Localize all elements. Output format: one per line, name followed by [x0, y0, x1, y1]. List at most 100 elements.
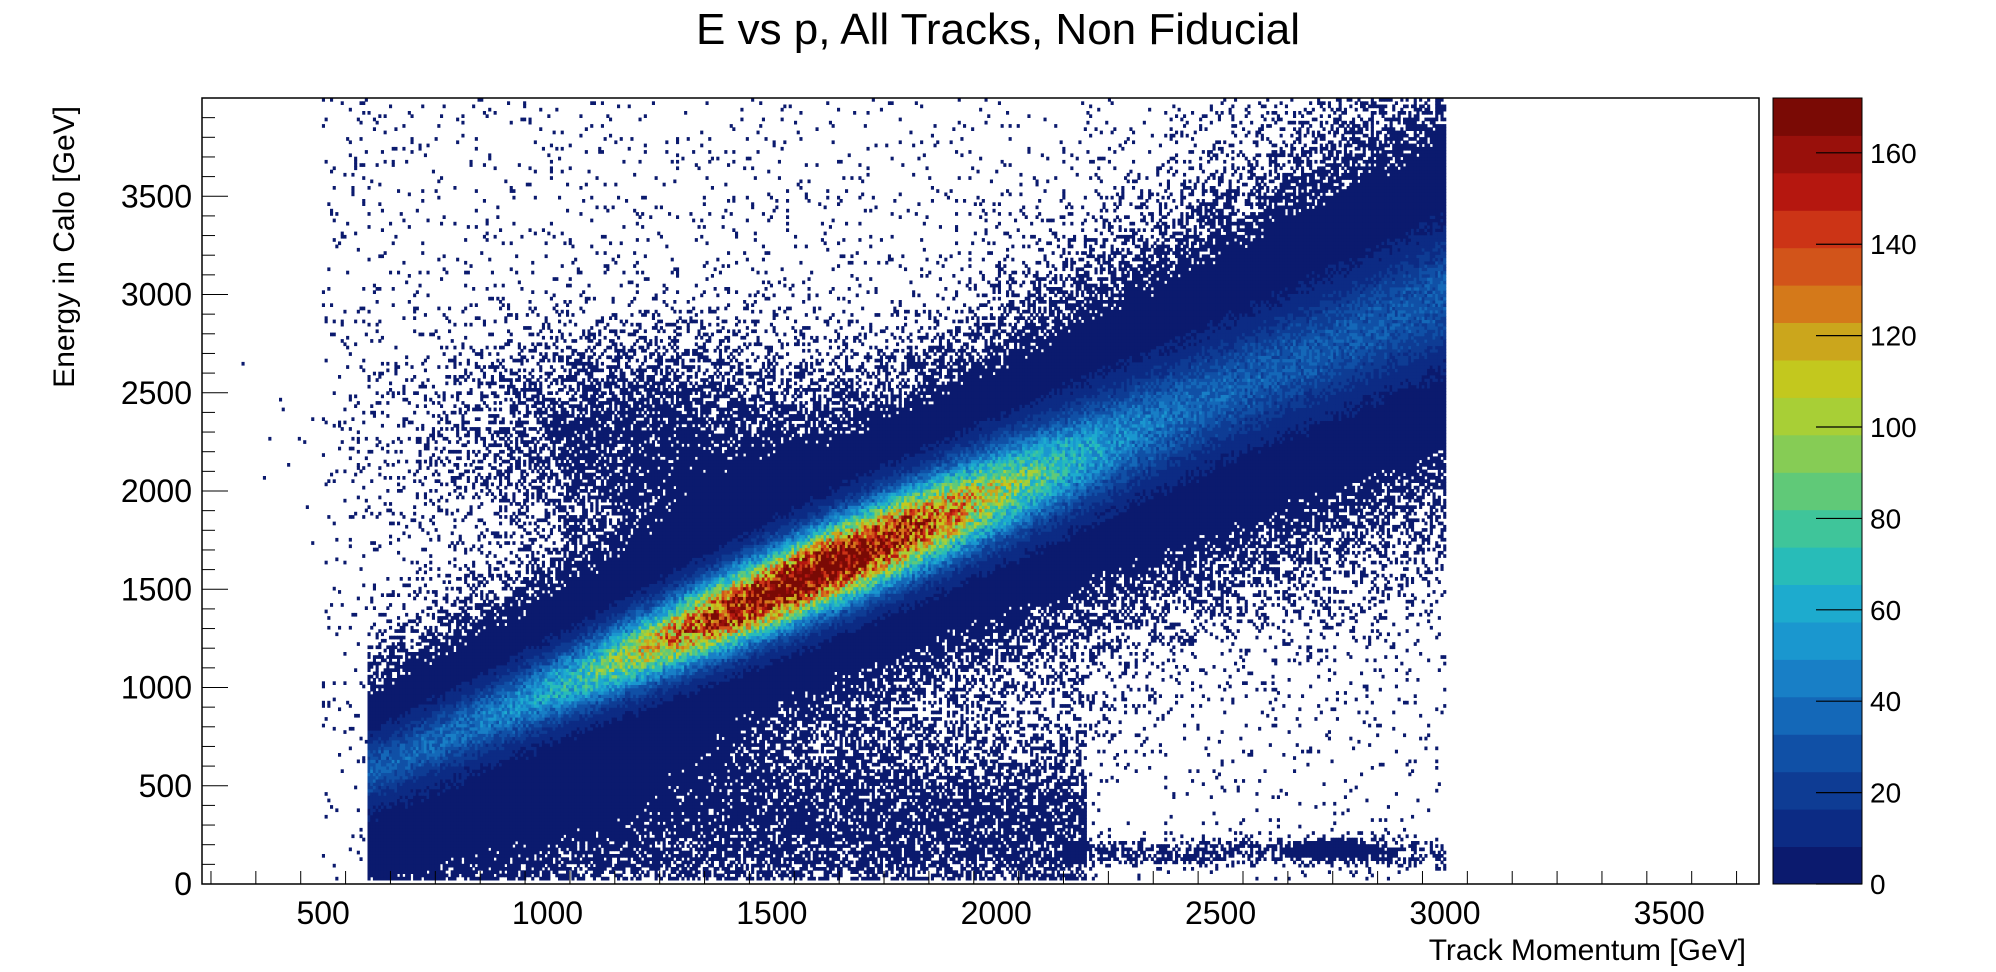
- heatmap-cell: [432, 659, 435, 663]
- heatmap-cell: [392, 831, 395, 835]
- heatmap-cell: [389, 681, 392, 685]
- heatmap-cell: [429, 652, 432, 656]
- heatmap-cell: [373, 284, 376, 288]
- heatmap-cell: [429, 629, 432, 633]
- heatmap-cell: [470, 163, 473, 167]
- heatmap-cell: [416, 496, 419, 500]
- heatmap-cell: [459, 672, 462, 676]
- heatmap-cell: [386, 675, 389, 679]
- heatmap-cell: [451, 339, 454, 343]
- heatmap-cell: [483, 848, 486, 852]
- heatmap-cell: [478, 698, 481, 702]
- heatmap-cell: [459, 805, 462, 809]
- heatmap-cell: [400, 825, 403, 829]
- heatmap-cell: [416, 704, 419, 708]
- heatmap-cell: [470, 505, 473, 509]
- heatmap-cell: [421, 105, 424, 109]
- heatmap-cell: [413, 733, 416, 737]
- heatmap-cell: [370, 740, 373, 744]
- heatmap-cell: [451, 808, 454, 812]
- heatmap-cell: [402, 730, 405, 734]
- heatmap-cell: [381, 336, 384, 340]
- heatmap-cell: [437, 365, 440, 369]
- heatmap-cell: [445, 857, 448, 861]
- heatmap-cell: [384, 867, 387, 871]
- heatmap-cell: [389, 864, 392, 868]
- heatmap-cell: [467, 727, 470, 731]
- heatmap-cell: [419, 567, 422, 571]
- heatmap-cell: [421, 756, 424, 760]
- heatmap-cell: [461, 642, 464, 646]
- heatmap-cell: [435, 867, 438, 871]
- heatmap-cell: [435, 685, 438, 689]
- heatmap-cell: [448, 763, 451, 767]
- heatmap-cell: [472, 672, 475, 676]
- heatmap-cell: [429, 740, 432, 744]
- heatmap-cell: [427, 219, 430, 223]
- heatmap-cell: [405, 831, 408, 835]
- heatmap-cell: [397, 854, 400, 858]
- heatmap-cell: [413, 307, 416, 311]
- heatmap-cell: [400, 779, 403, 783]
- heatmap-cell: [416, 652, 419, 656]
- heatmap-cell: [370, 776, 373, 780]
- heatmap-cell: [435, 805, 438, 809]
- heatmap-cell: [467, 574, 470, 578]
- heatmap-cell: [368, 717, 371, 721]
- heatmap-cell: [402, 844, 405, 848]
- heatmap-cell: [376, 329, 379, 333]
- heatmap-cell: [370, 665, 373, 669]
- heatmap-cell: [429, 717, 432, 721]
- heatmap-cell: [435, 834, 438, 838]
- heatmap-cell: [427, 675, 430, 679]
- heatmap-cell: [480, 597, 483, 601]
- heatmap-cell: [392, 857, 395, 861]
- heatmap-cell: [464, 861, 467, 865]
- heatmap-cell: [472, 574, 475, 578]
- heatmap-cell: [402, 626, 405, 630]
- heatmap-cell: [389, 802, 392, 806]
- heatmap-cell: [402, 688, 405, 692]
- heatmap-cell: [478, 408, 481, 412]
- heatmap-cell: [370, 479, 373, 483]
- heatmap-cell: [421, 385, 424, 389]
- heatmap-cell: [456, 434, 459, 438]
- heatmap-cell: [378, 339, 381, 343]
- heatmap-cell: [486, 848, 489, 852]
- heatmap-cell: [429, 825, 432, 829]
- heatmap-cell: [448, 329, 451, 333]
- heatmap-cell: [432, 590, 435, 594]
- heatmap-cell: [421, 577, 424, 581]
- heatmap-cell: [373, 851, 376, 855]
- heatmap-cell: [432, 613, 435, 617]
- heatmap-cell: [421, 707, 424, 711]
- heatmap-cell: [453, 629, 456, 633]
- heatmap-cell: [370, 724, 373, 728]
- heatmap-cell: [373, 587, 376, 591]
- heatmap-cell: [448, 492, 451, 496]
- heatmap-cell: [451, 834, 454, 838]
- heatmap-cell: [408, 665, 411, 669]
- heatmap-cell: [419, 714, 422, 718]
- heatmap-cell: [483, 711, 486, 715]
- heatmap-cell: [392, 786, 395, 790]
- heatmap-cell: [472, 668, 475, 672]
- heatmap-cell: [376, 704, 379, 708]
- heatmap-cell: [451, 747, 454, 751]
- heatmap-cell: [421, 867, 424, 871]
- heatmap-cell: [475, 430, 478, 434]
- heatmap-cell: [333, 727, 336, 731]
- heatmap-cell: [445, 678, 448, 682]
- heatmap-cell: [419, 815, 422, 819]
- heatmap-cell: [448, 717, 451, 721]
- heatmap-cell: [483, 789, 486, 793]
- heatmap-cell: [373, 685, 376, 689]
- heatmap-cell: [416, 812, 419, 816]
- heatmap-cell: [483, 747, 486, 751]
- heatmap-cell: [343, 730, 346, 734]
- heatmap-cell: [443, 352, 446, 356]
- heatmap-cell: [392, 851, 395, 855]
- heatmap-cell: [478, 733, 481, 737]
- heatmap-cell: [448, 698, 451, 702]
- heatmap-cell: [351, 173, 354, 177]
